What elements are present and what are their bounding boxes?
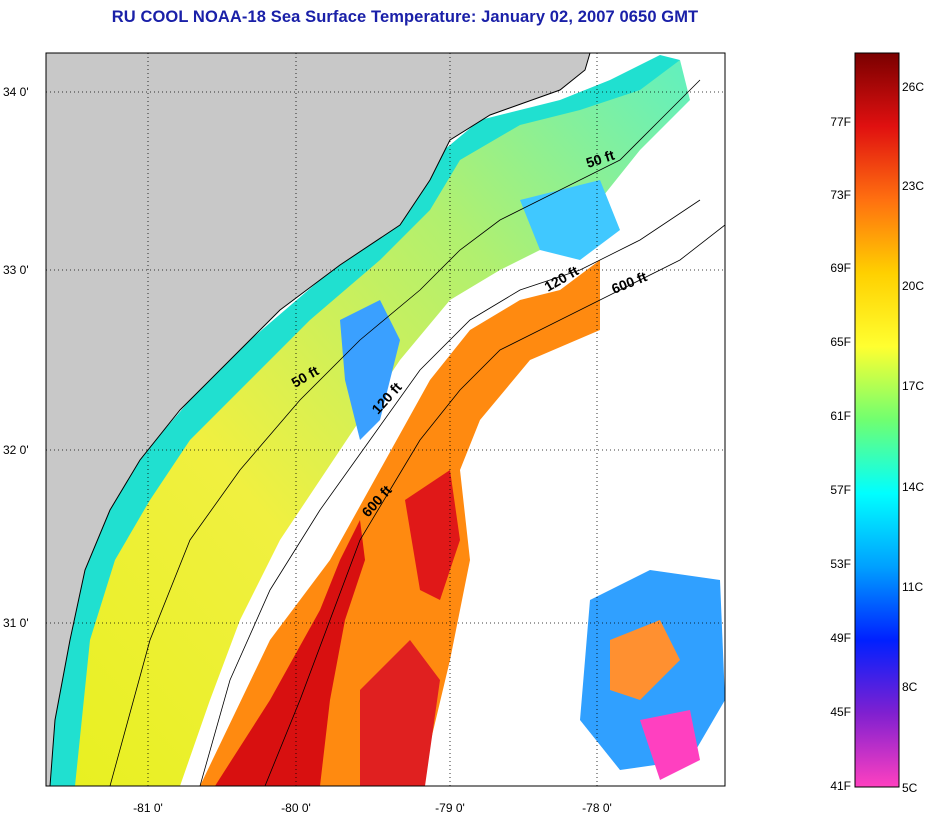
lat-tick-label: 34 0' [3,85,29,99]
gulf-stream-core [215,520,365,786]
fahrenheit-label: 49F [830,631,851,645]
nearshore-cool-water [50,55,680,786]
coastline [49,53,591,786]
lon-tick-label: -80 0' [281,801,311,815]
fahrenheit-label: 73F [830,188,851,202]
longitude-axis: -81 0' -80 0' -79 0' -78 0' [133,801,612,815]
latitude-axis: 34 0' 33 0' 32 0' 31 0' [3,85,29,630]
fahrenheit-label: 77F [830,115,851,129]
fahrenheit-label: 57F [830,483,851,497]
celsius-label: 23C [902,179,924,193]
fahrenheit-label: 45F [830,705,851,719]
lat-tick-label: 32 0' [3,443,29,457]
lat-tick-label: 31 0' [3,616,29,630]
fahrenheit-label: 53F [830,557,851,571]
magenta-patch-southeast [640,710,700,780]
fahrenheit-label: 61F [830,409,851,423]
map-frame [45,52,726,787]
colorbar-gradient [854,52,900,788]
celsius-label: 17C [902,379,924,393]
celsius-label: 8C [902,680,918,694]
offshore-red-filament-south [360,640,440,786]
lon-tick-label: -79 0' [435,801,465,815]
isobath-600ft-line [264,224,725,786]
colorbar: 77F 73F 69F 65F 61F 57F 53F 49F 45F 41F … [830,52,924,795]
isobath-120ft-line [199,199,701,786]
lon-tick-label: -78 0' [582,801,612,815]
celsius-label: 14C [902,480,924,494]
lon-tick-label: -81 0' [133,801,163,815]
colorbar-celsius-labels: 26C 23C 20C 17C 14C 11C 8C 5C [902,80,924,795]
fahrenheit-label: 69F [830,261,851,275]
fahrenheit-label: 65F [830,335,851,349]
colorbar-fahrenheit-labels: 77F 73F 69F 65F 61F 57F 53F 49F 45F 41F [830,115,851,793]
warm-patch-southeast [610,620,680,700]
celsius-label: 11C [902,580,923,594]
celsius-label: 20C [902,279,924,293]
cool-patch-east [520,180,620,260]
isobath-50ft-line [109,79,701,786]
lat-tick-label: 33 0' [3,263,29,277]
map-title: RU COOL NOAA-18 Sea Surface Temperature:… [111,8,699,26]
map-plot-area [46,53,725,786]
shelf-water [60,60,690,786]
fahrenheit-label: 41F [830,779,851,793]
celsius-label: 26C [902,80,924,94]
celsius-label: 5C [902,781,918,795]
offshore-red-filament [405,470,460,600]
land-mass [46,53,590,786]
cool-patch-shelf-edge [340,300,400,440]
